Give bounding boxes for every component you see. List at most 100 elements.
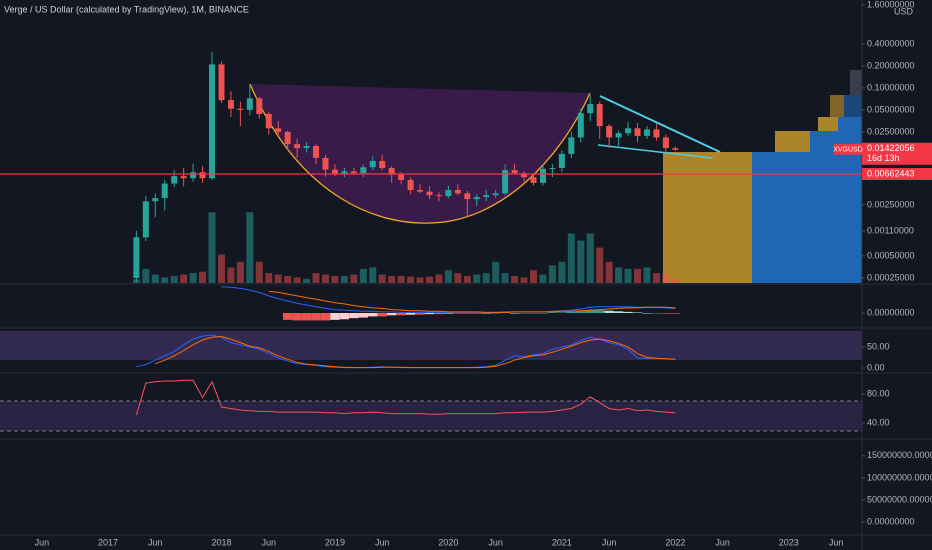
volume-bar xyxy=(369,267,377,283)
candle-body xyxy=(142,201,149,238)
candle-body xyxy=(634,128,641,136)
candle-body xyxy=(653,129,660,138)
macd-histogram-bar xyxy=(311,313,321,321)
volume-bar xyxy=(350,274,358,283)
volume-bar xyxy=(236,261,244,283)
volume-bar xyxy=(671,278,679,283)
y-tick-label: 0.00050000 xyxy=(867,250,915,260)
x-tick-label: 2023 xyxy=(779,537,799,547)
volume-bar xyxy=(530,270,538,283)
volume-bar xyxy=(624,268,632,283)
volume-bar xyxy=(558,261,566,283)
macd-histogram-bar xyxy=(557,312,567,313)
macd-histogram-bar xyxy=(292,313,302,321)
macd-histogram-bar xyxy=(547,312,558,313)
candle-body xyxy=(227,100,234,109)
y-tick-label: 50000000.00000000 xyxy=(867,494,932,504)
volume-bar xyxy=(180,274,188,283)
volume-bar xyxy=(208,212,216,283)
last-price-box xyxy=(862,142,932,165)
candle-body xyxy=(256,98,263,114)
macd-histogram-bar xyxy=(320,313,331,321)
volume-bar xyxy=(293,277,301,283)
macd-histogram-bar xyxy=(424,313,435,315)
macd-histogram-bar xyxy=(396,313,406,316)
volume-bar xyxy=(615,267,623,283)
y-tick-label: 80.00 xyxy=(867,388,890,398)
y-tick-label: 0.10000000 xyxy=(867,82,915,92)
profile-row xyxy=(818,117,838,131)
stoch-line xyxy=(135,379,676,416)
macd-histogram-bar xyxy=(443,313,454,314)
y-tick-label: 100000000.00000000 xyxy=(867,472,932,482)
candle-body xyxy=(161,183,168,199)
candle-body xyxy=(530,177,537,183)
x-tick-label: 2021 xyxy=(552,537,572,547)
candle-body xyxy=(265,113,272,129)
macd-histogram-bar xyxy=(632,312,643,313)
volume-bar xyxy=(596,247,604,283)
price-label: 0.00662443 xyxy=(867,168,915,178)
candle-body xyxy=(417,189,424,192)
candle-body xyxy=(483,195,490,198)
volume-bar xyxy=(321,274,329,283)
volume-bar xyxy=(492,261,500,283)
volume-bar xyxy=(142,268,150,283)
y-tick-label: 40.00 xyxy=(867,417,890,427)
candle-body xyxy=(568,137,575,154)
macd-histogram-bar xyxy=(623,311,633,313)
candle-body xyxy=(133,237,140,278)
x-tick-label: Jun xyxy=(602,537,617,547)
volume-bar xyxy=(331,275,339,283)
candle-body xyxy=(275,128,282,132)
stoch-band xyxy=(0,401,862,431)
profile-row xyxy=(844,95,862,117)
macd-histogram-bar xyxy=(481,313,491,314)
macd-histogram-bar xyxy=(509,313,520,314)
volume-bar xyxy=(388,275,396,283)
candle-body xyxy=(331,169,338,175)
volume-bar xyxy=(303,278,311,283)
candle-body xyxy=(303,146,310,149)
volume-bar xyxy=(662,273,670,283)
profile-row xyxy=(775,131,810,152)
trend-line xyxy=(599,95,721,153)
x-tick-label: 2022 xyxy=(665,537,685,547)
y-tick-label: 0.02500000 xyxy=(867,126,915,136)
macd-histogram-bar xyxy=(434,313,444,315)
macd-histogram-bar xyxy=(642,313,652,314)
profile-row xyxy=(838,117,862,131)
volume-bar xyxy=(378,274,386,283)
candle-body xyxy=(672,148,679,150)
macd-histogram-bar xyxy=(651,313,662,314)
macd-histogram-bar xyxy=(585,310,595,313)
macd-histogram-bar xyxy=(358,313,369,318)
macd-histogram-bar xyxy=(282,313,293,320)
macd-histogram-bar xyxy=(670,313,681,314)
x-tick-label: Jun xyxy=(375,537,390,547)
volume-bar xyxy=(605,261,613,283)
volume-bar xyxy=(435,274,443,283)
volume-bar xyxy=(265,273,273,283)
volume-bar xyxy=(199,271,207,283)
volume-bar xyxy=(463,275,471,283)
macd-histogram-bar xyxy=(595,310,605,313)
candle-body xyxy=(388,168,395,175)
profile-yellow xyxy=(663,152,752,283)
candle-body xyxy=(549,168,556,170)
y-tick-label: 0.00 xyxy=(867,362,885,372)
macd-histogram-bar xyxy=(490,313,501,314)
profile-blue xyxy=(752,152,862,283)
candle-body xyxy=(492,193,499,196)
candle-body xyxy=(511,170,518,174)
chart-title: Verge / US Dollar (calculated by Trading… xyxy=(4,4,249,14)
macd-histogram-bar xyxy=(472,313,482,314)
volume-bar xyxy=(567,233,575,283)
volume-bar xyxy=(548,265,556,283)
macd-histogram-bar xyxy=(368,313,378,317)
volume-bar xyxy=(359,268,367,283)
candle-body xyxy=(426,191,433,196)
volume-bar xyxy=(473,274,481,283)
macd-histogram-bar xyxy=(538,313,548,314)
signal-line xyxy=(268,290,676,313)
